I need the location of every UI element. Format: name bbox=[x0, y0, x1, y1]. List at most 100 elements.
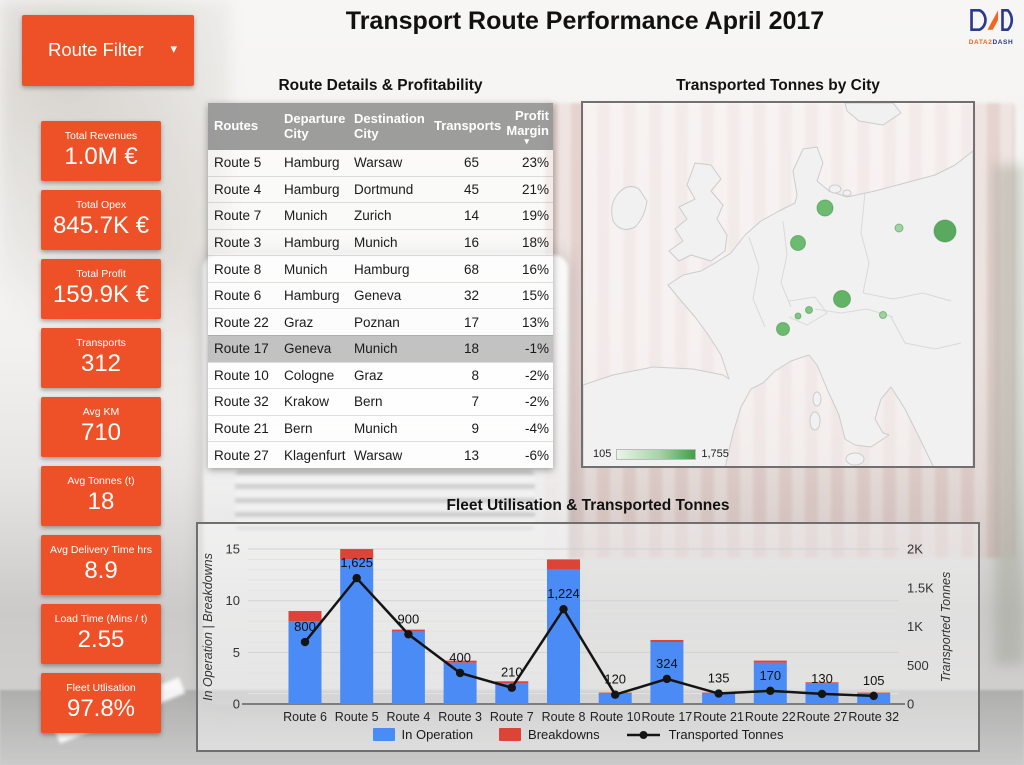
y-axis-left-tick: 15 bbox=[226, 542, 240, 557]
tonnes-point bbox=[507, 683, 516, 692]
city-bubble-zurich[interactable] bbox=[805, 306, 813, 314]
kpi-label: Fleet Utlisation bbox=[66, 682, 136, 694]
legend-swatch bbox=[372, 728, 395, 741]
cell-destination: Munich bbox=[354, 235, 398, 251]
table-row[interactable]: Route 6 Hamburg Geneva 32 15% bbox=[208, 281, 553, 309]
map-land-sardinia bbox=[809, 411, 821, 431]
map-land-britain bbox=[668, 162, 728, 262]
kpi-label: Avg Tonnes (t) bbox=[67, 475, 135, 487]
data2dash-logo: DATA2DASH bbox=[961, 6, 1021, 46]
x-axis-label: Route 21 bbox=[693, 710, 744, 724]
tonnes-value-label: 105 bbox=[863, 673, 885, 688]
kpi-card-avg-delivery-time-hrs: Avg Delivery Time hrs 8.9 bbox=[41, 535, 161, 595]
table-row[interactable]: Route 27 Klagenfurt Warsaw 13 -6% bbox=[208, 441, 553, 468]
kpi-label: Load Time (Mins / t) bbox=[54, 613, 148, 625]
legend-item-breakdowns: Breakdowns bbox=[499, 727, 600, 742]
x-axis-label: Route 10 bbox=[590, 710, 641, 724]
column-header-profit-margin[interactable]: Profit Margin ▾ bbox=[492, 109, 553, 145]
cell-destination: Graz bbox=[354, 367, 384, 383]
bar-in-operation-route-17[interactable] bbox=[650, 642, 684, 704]
cell-departure: Bern bbox=[284, 421, 313, 437]
cell-route: Route 27 bbox=[214, 447, 269, 463]
table-row[interactable]: Route 4 Hamburg Dortmund 45 21% bbox=[208, 175, 553, 203]
cell-route: Route 21 bbox=[214, 421, 269, 437]
legend-item-transported-tonnes: Transported Tonnes bbox=[626, 727, 784, 742]
cell-route: Route 32 bbox=[214, 394, 269, 410]
fleet-utilisation-chart: 0 5 10 15 0 500 1K 1.5K 2K Route 6 Route 5 Route 4 R… bbox=[196, 522, 980, 752]
tonnes-point bbox=[817, 689, 827, 699]
scale-max-label: 1,755 bbox=[701, 448, 729, 460]
scale-min-label: 105 bbox=[593, 448, 612, 460]
cell-margin: 13% bbox=[521, 314, 549, 330]
chevron-down-icon: ▾ bbox=[170, 41, 177, 56]
table-row[interactable]: Route 3 Hamburg Munich 16 18% bbox=[208, 228, 553, 256]
city-bubble-dortmund[interactable] bbox=[790, 235, 806, 251]
x-axis-label: Route 3 bbox=[438, 710, 482, 724]
map-land-island bbox=[828, 184, 842, 194]
background-photo-trees-right bbox=[994, 165, 1024, 665]
y-axis-left-tick: 5 bbox=[233, 645, 240, 660]
cell-route: Route 5 bbox=[214, 155, 262, 171]
bar-breakdowns-route-22[interactable] bbox=[753, 660, 787, 663]
kpi-value: 159.9K € bbox=[52, 281, 150, 308]
kpi-value: 710 bbox=[80, 419, 122, 446]
city-bubble-bern[interactable] bbox=[794, 312, 802, 320]
bar-breakdowns-route-8[interactable] bbox=[547, 559, 580, 570]
tonnes-value-label: 324 bbox=[656, 656, 678, 671]
city-bubble-warsaw[interactable] bbox=[933, 219, 957, 243]
cell-destination: Warsaw bbox=[354, 155, 403, 171]
kpi-value: 845.7K € bbox=[52, 212, 150, 239]
column-header-departure-city[interactable]: Departure City bbox=[284, 110, 346, 141]
table-row[interactable]: Route 22 Graz Poznan 17 13% bbox=[208, 308, 553, 336]
table-row[interactable]: Route 32 Krakow Bern 7 -2% bbox=[208, 388, 553, 415]
tonnes-value-label: 120 bbox=[604, 672, 626, 687]
cell-destination: Dortmund bbox=[354, 181, 414, 197]
city-bubble-munich[interactable] bbox=[833, 290, 851, 308]
cell-route: Route 8 bbox=[214, 261, 262, 277]
column-header-destination-city[interactable]: Destination City bbox=[354, 110, 425, 141]
route-filter-dropdown[interactable]: Route Filter ▾ bbox=[22, 15, 194, 86]
cell-margin: 19% bbox=[521, 208, 549, 224]
city-bubble-poznan[interactable] bbox=[894, 223, 904, 233]
column-header-transports[interactable]: Transports bbox=[434, 118, 502, 134]
bar-breakdowns-route-7[interactable] bbox=[495, 681, 529, 684]
cell-departure: Klagenfurt bbox=[284, 447, 346, 463]
table-row[interactable]: Route 8 Munich Hamburg 68 16% bbox=[208, 255, 553, 282]
cell-margin: -4% bbox=[524, 421, 549, 437]
cell-departure: Hamburg bbox=[284, 181, 340, 197]
cell-transports: 32 bbox=[463, 288, 479, 304]
table-row[interactable]: Route 7 Munich Zurich 14 19% bbox=[208, 202, 553, 229]
tonnes-value-label: 170 bbox=[759, 668, 781, 683]
bar-breakdowns-route-17[interactable] bbox=[650, 639, 684, 643]
city-bubble-graz[interactable] bbox=[879, 311, 887, 319]
table-row[interactable]: Route 5 Hamburg Warsaw 65 23% bbox=[208, 150, 553, 176]
route-filter-label: Route Filter bbox=[48, 39, 144, 60]
cell-route: Route 17 bbox=[214, 341, 269, 357]
cell-departure: Hamburg bbox=[284, 235, 340, 251]
map-land-sicily bbox=[845, 452, 865, 466]
bar-breakdowns-route-27[interactable] bbox=[805, 682, 839, 684]
legend-label: Breakdowns bbox=[528, 727, 600, 742]
logo-text: DATA2DASH bbox=[968, 39, 1014, 46]
column-header-routes[interactable]: Routes bbox=[214, 118, 259, 134]
x-axis-label: Route 4 bbox=[387, 710, 431, 724]
cell-transports: 45 bbox=[463, 181, 479, 197]
cell-transports: 17 bbox=[463, 314, 479, 330]
cell-route: Route 3 bbox=[214, 235, 262, 251]
cell-margin: -2% bbox=[524, 367, 549, 383]
cell-transports: 8 bbox=[471, 367, 479, 383]
kpi-card-total-revenues: Total Revenues 1.0M € bbox=[41, 121, 161, 181]
city-bubble-hamburg[interactable] bbox=[816, 199, 834, 217]
table-row[interactable]: Route 21 Bern Munich 9 -4% bbox=[208, 414, 553, 442]
cell-departure: Munich bbox=[284, 261, 328, 277]
y-axis-right-tick: 2K bbox=[907, 542, 923, 557]
table-row[interactable]: Route 17 Geneva Munich 18 -1% bbox=[208, 335, 553, 362]
kpi-value: 18 bbox=[87, 488, 115, 515]
cell-transports: 65 bbox=[463, 155, 479, 171]
kpi-label: Total Opex bbox=[75, 199, 127, 211]
map-land-continent bbox=[582, 146, 974, 471]
tonnes-point bbox=[611, 690, 620, 699]
map-land-ireland bbox=[611, 186, 648, 230]
city-bubble-geneva[interactable] bbox=[776, 322, 790, 336]
table-row[interactable]: Route 10 Cologne Graz 8 -2% bbox=[208, 361, 553, 389]
